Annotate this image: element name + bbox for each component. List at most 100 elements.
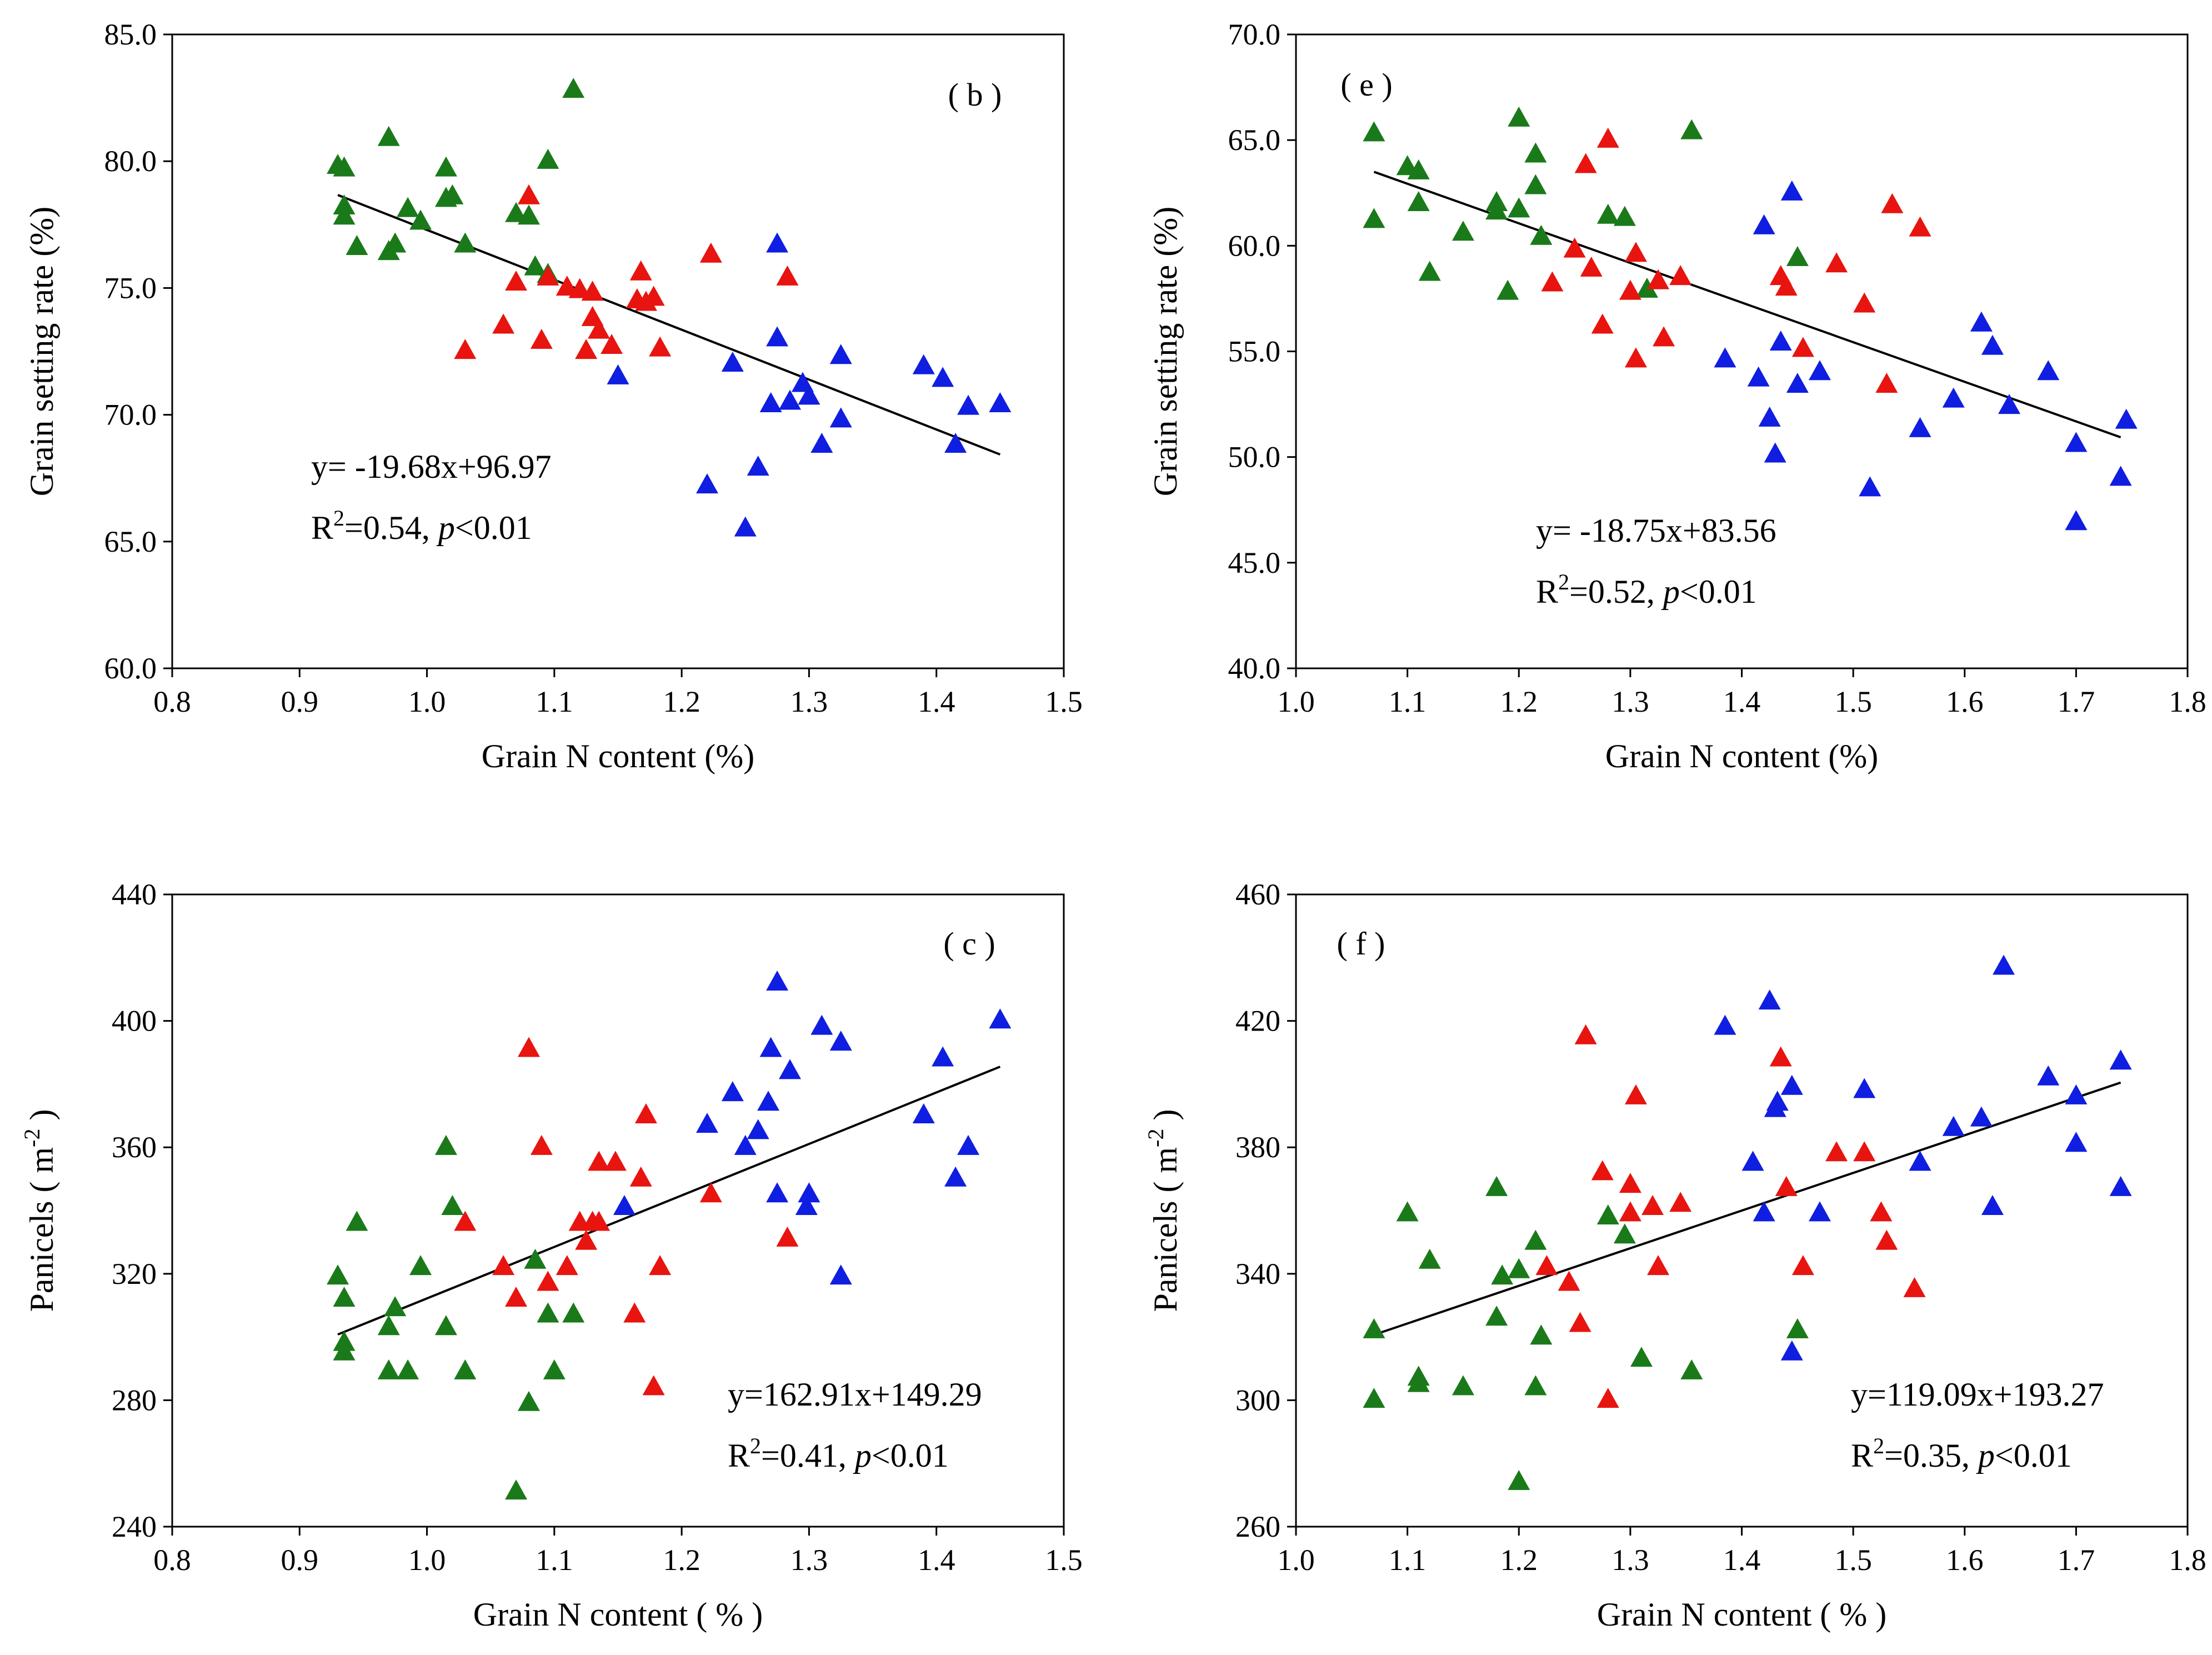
data-point-green-triangle [1530, 224, 1553, 245]
data-point-green-triangle [333, 204, 356, 225]
data-point-green-triangle [346, 235, 368, 256]
data-point-red-triangle [568, 278, 591, 298]
data-point-green-triangle [537, 1302, 559, 1323]
data-point-blue-triangle [1970, 1106, 1993, 1127]
x-tick-label: 0.9 [281, 1543, 319, 1577]
data-point-red-triangle [492, 313, 515, 334]
data-point-blue-triangle [613, 1194, 635, 1215]
data-point-red-triangle [1574, 153, 1597, 173]
y-tick-label: 60.0 [104, 652, 157, 685]
data-point-green-triangle [1508, 1470, 1530, 1491]
data-point-red-triangle [1791, 337, 1814, 357]
data-point-red-triangle [555, 1255, 578, 1276]
data-point-green-triangle [562, 1302, 585, 1323]
data-point-red-triangle [588, 318, 610, 339]
data-point-red-triangle [1769, 1046, 1792, 1067]
data-point-red-triangle [1669, 265, 1692, 286]
r-squared-text: R2=0.41, p<0.01 [728, 1433, 949, 1474]
data-point-red-triangle [600, 334, 623, 354]
x-tick-label: 1.0 [408, 685, 446, 718]
data-point-green-triangle [1418, 1248, 1441, 1269]
data-point-red-triangle [1541, 271, 1564, 292]
x-tick-label: 1.4 [1723, 1543, 1761, 1577]
x-tick-label: 1.4 [918, 1543, 955, 1577]
series-red [454, 184, 799, 359]
data-point-blue-triangle [721, 1081, 744, 1102]
data-point-blue-triangle [989, 1008, 1012, 1029]
regression-equation: y=162.91x+149.29 [728, 1376, 982, 1413]
series-green [327, 78, 585, 283]
data-point-blue-triangle [1769, 330, 1792, 351]
data-point-red-triangle [1597, 1388, 1619, 1408]
data-point-green-triangle [1524, 1229, 1547, 1250]
x-axis-label: Grain N content ( % ) [473, 1596, 763, 1633]
data-point-green-triangle [1630, 1347, 1653, 1367]
data-point-red-triangle [1653, 326, 1675, 347]
panel-label: ( f ) [1337, 926, 1385, 962]
data-point-green-triangle [384, 1296, 407, 1317]
x-tick-label: 1.1 [536, 1543, 573, 1577]
series-blue [613, 971, 1012, 1285]
y-tick-label: 70.0 [1228, 18, 1281, 51]
data-point-green-triangle [1680, 1359, 1703, 1379]
data-point-red-triangle [1775, 1176, 1798, 1196]
data-point-red-triangle [505, 1287, 528, 1307]
data-point-red-triangle [1875, 1229, 1898, 1250]
data-point-red-triangle [1558, 1271, 1580, 1291]
data-point-blue-triangle [2065, 432, 2088, 452]
data-point-green-triangle [377, 126, 400, 146]
data-point-green-triangle [1491, 1264, 1514, 1285]
data-point-green-triangle [434, 1134, 457, 1155]
plot-frame [171, 893, 1065, 1528]
data-point-red-triangle [649, 1255, 672, 1276]
series-blue [607, 232, 1012, 537]
data-point-green-triangle [346, 1211, 368, 1231]
data-point-blue-triangle [1714, 347, 1736, 368]
data-point-green-triangle [377, 1315, 400, 1336]
y-tick-label: 75.0 [104, 271, 157, 304]
data-point-red-triangle [1825, 1141, 1848, 1162]
y-tick-label: 260 [1235, 1510, 1280, 1543]
data-point-green-triangle [1485, 1306, 1508, 1326]
data-point-green-triangle [377, 1359, 400, 1379]
x-tick-label: 1.7 [2058, 685, 2095, 718]
y-tick-label: 65.0 [1228, 123, 1281, 157]
data-point-blue-triangle [1753, 214, 1775, 234]
data-point-red-triangle [575, 339, 598, 359]
regression-equation: y= -19.68x+96.97 [311, 448, 552, 485]
y-tick-label: 340 [1235, 1257, 1280, 1291]
data-point-red-triangle [642, 286, 665, 306]
data-point-blue-triangle [2065, 510, 2088, 531]
data-point-blue-triangle [1786, 373, 1809, 393]
data-point-blue-triangle [766, 232, 789, 253]
data-point-green-triangle [1524, 1375, 1547, 1396]
data-point-blue-triangle [1741, 1151, 1764, 1171]
data-point-blue-triangle [607, 364, 629, 384]
panel-c-chart: 0.8 0.9 1.0 1.1 1.2 1.3 1.4 1.5 240 280 320 360 400 4… [19, 878, 1083, 1633]
data-point-blue-triangle [759, 1037, 782, 1057]
data-point-red-triangle [776, 1226, 799, 1247]
data-point-blue-triangle [912, 1103, 935, 1123]
data-point-blue-triangle [1747, 366, 1770, 387]
data-point-blue-triangle [1764, 442, 1786, 463]
x-tick-label: 1.5 [1045, 685, 1083, 718]
data-point-red-triangle [588, 1151, 610, 1171]
data-point-blue-triangle [2109, 1176, 2132, 1196]
data-point-blue-triangle [1909, 417, 1931, 437]
data-point-blue-triangle [734, 1134, 757, 1155]
y-tick-label: 240 [112, 1510, 157, 1543]
y-tick-label: 380 [1235, 1131, 1280, 1164]
data-point-green-triangle [1635, 277, 1658, 298]
data-point-blue-triangle [2109, 1049, 2132, 1070]
data-point-green-triangle [333, 194, 356, 215]
data-point-blue-triangle [1992, 954, 2015, 975]
data-point-red-triangle [699, 1182, 722, 1203]
data-point-red-triangle [1574, 1024, 1597, 1044]
data-point-green-triangle [518, 204, 540, 225]
data-point-green-triangle [1613, 206, 1636, 226]
data-point-blue-triangle [1942, 387, 1965, 408]
data-point-blue-triangle [1714, 1014, 1736, 1035]
x-tick-label: 1.7 [2058, 1543, 2095, 1577]
data-point-blue-triangle [2037, 1065, 2060, 1086]
data-point-blue-triangle [1970, 311, 1993, 332]
